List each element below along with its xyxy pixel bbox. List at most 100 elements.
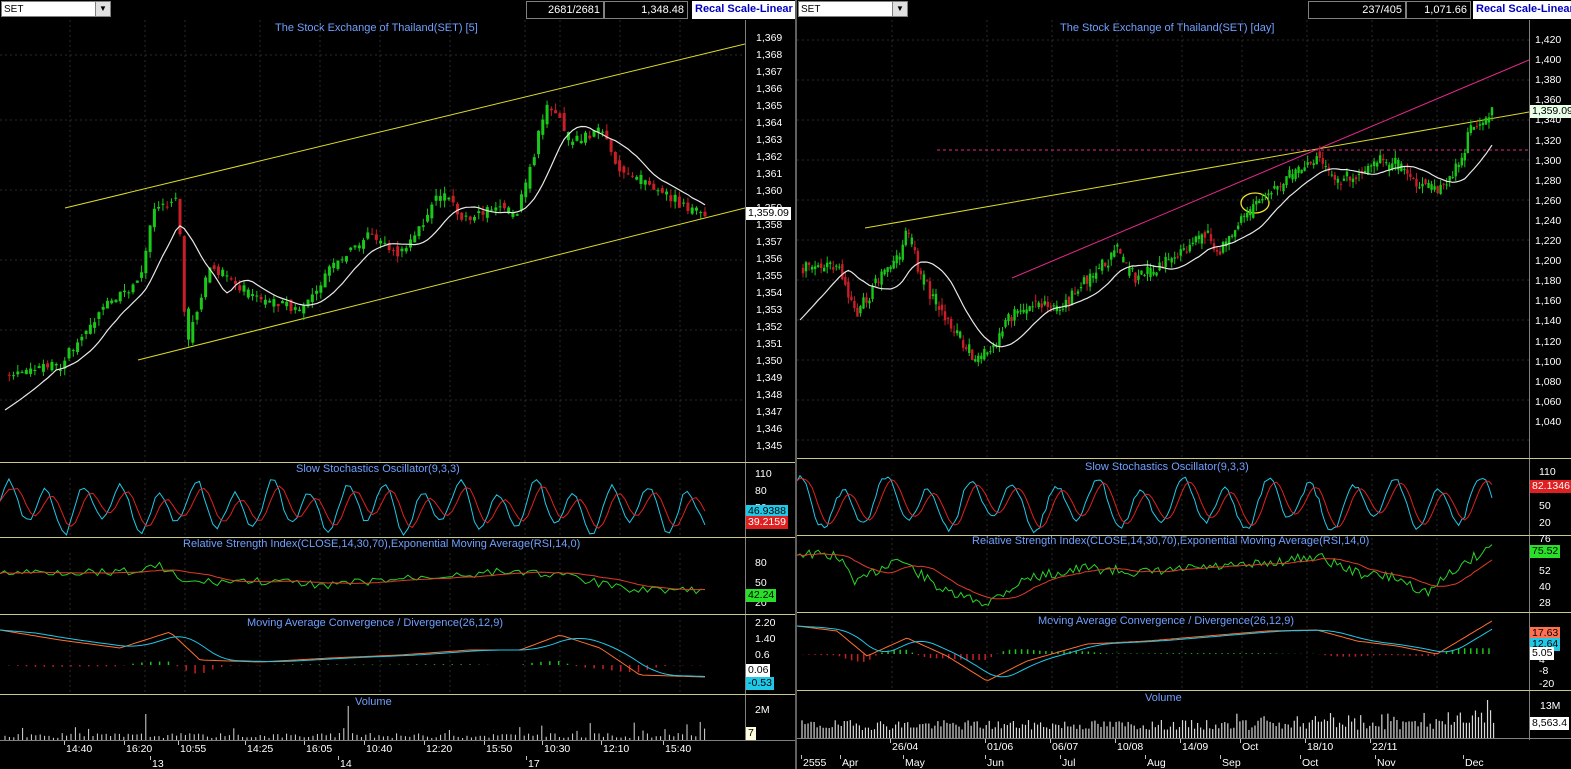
- left-price-readout: 1,348.48: [604, 1, 688, 19]
- candle-body: [400, 248, 404, 252]
- candle-body: [983, 349, 986, 360]
- candle-body: [1122, 256, 1125, 263]
- candle-body: [519, 194, 523, 211]
- candle-body: [986, 352, 989, 355]
- candle-body: [1297, 166, 1300, 173]
- candle-body: [421, 225, 425, 227]
- right-macd-pane[interactable]: [797, 616, 1529, 690]
- candle-body: [1091, 276, 1095, 278]
- left-volume-pane[interactable]: [0, 696, 745, 740]
- candle-body: [910, 237, 914, 245]
- rsi-tick-label: 80: [755, 557, 767, 569]
- candle-body: [33, 369, 37, 372]
- candle-body: [832, 267, 835, 270]
- candle-body: [1258, 200, 1261, 204]
- candle-body: [417, 226, 421, 237]
- candle-body: [980, 355, 983, 359]
- candle-body: [1191, 242, 1195, 245]
- candle-body: [850, 296, 853, 301]
- candle-body: [131, 284, 135, 293]
- candle-body: [366, 232, 370, 239]
- candle-body: [609, 138, 613, 152]
- candle-body: [1448, 176, 1451, 181]
- left-symbol-value: SET: [4, 4, 24, 15]
- candle-body: [801, 267, 805, 274]
- price-tick-label: 1,357: [756, 236, 783, 248]
- candle-body: [946, 317, 950, 319]
- candle-body: [952, 331, 956, 333]
- candle-body: [1236, 225, 1240, 230]
- candle-body: [238, 285, 242, 291]
- price-tick-label: 1,300: [1535, 154, 1562, 167]
- candle-body: [135, 280, 139, 283]
- candle-body: [1354, 177, 1358, 180]
- candle-body: [1230, 235, 1234, 237]
- candle-body: [656, 190, 660, 192]
- candle-body: [1097, 268, 1101, 270]
- candle-body: [174, 197, 178, 199]
- right-price-chart[interactable]: [797, 20, 1529, 458]
- candle-body: [660, 188, 664, 193]
- right-stochastic-pane[interactable]: [797, 474, 1529, 534]
- candle-body: [1472, 126, 1476, 130]
- price-tick-label: 1,220: [1535, 235, 1562, 247]
- stoch-d-value: 39.2159: [746, 516, 788, 529]
- price-tick-label: 1,040: [1535, 415, 1562, 428]
- left-macd-pane[interactable]: [0, 620, 745, 694]
- chevron-down-icon[interactable]: ▼: [95, 2, 110, 16]
- candle-body: [1288, 169, 1291, 178]
- left-main-title: The Stock Exchange of Thailand(SET) [5]: [275, 22, 478, 34]
- candle-body: [1306, 162, 1309, 165]
- candle-body: [1200, 234, 1204, 244]
- left-recal-scale-button[interactable]: Recal Scale-Linear: [692, 1, 795, 19]
- trendline-pink: [1011, 59, 1529, 279]
- candle-body: [293, 307, 297, 310]
- right-bar-counter: 237/405: [1308, 1, 1406, 19]
- candle-body: [974, 359, 977, 362]
- candle-body: [29, 368, 33, 374]
- candle-body: [1246, 212, 1249, 218]
- price-tick-label: 1,380: [1535, 74, 1562, 87]
- right-recal-scale-button[interactable]: Recal Scale-Linear: [1473, 1, 1571, 19]
- candle-body: [913, 247, 917, 251]
- date-label: 22/11: [1372, 741, 1398, 753]
- macd-line: [0, 629, 706, 678]
- candle-body: [1085, 275, 1089, 284]
- left-stochastic-pane[interactable]: [0, 478, 745, 536]
- macd-tick-label: 1.40: [755, 633, 776, 645]
- candle-body: [1239, 216, 1243, 223]
- candle-body: [916, 251, 920, 272]
- left-price-chart[interactable]: [0, 20, 745, 462]
- time-label: 10:40: [366, 743, 393, 755]
- right-rsi-pane[interactable]: [797, 538, 1529, 612]
- candle-body: [71, 350, 75, 352]
- candle-body: [1324, 165, 1327, 167]
- right-axis-divider: [1529, 20, 1530, 740]
- candle-body: [1382, 158, 1385, 161]
- candle-body: [829, 262, 832, 264]
- candle-body: [1173, 257, 1176, 259]
- divider: [0, 462, 795, 463]
- candle-body: [387, 243, 391, 251]
- candle-body: [853, 300, 856, 309]
- chevron-down-icon[interactable]: ▼: [892, 2, 907, 16]
- candle-body: [165, 206, 169, 208]
- left-last-price-tag: 1,359.09: [746, 207, 791, 220]
- candle-body: [874, 278, 877, 283]
- candle-body: [524, 182, 528, 198]
- right-volume-pane[interactable]: [797, 692, 1529, 738]
- candle-body: [208, 267, 212, 283]
- price-tick-label: 1,363: [756, 134, 783, 146]
- candle-body: [545, 104, 549, 125]
- candle-body: [1454, 163, 1457, 177]
- left-symbol-select[interactable]: SET ▼: [1, 1, 111, 17]
- candle-body: [1100, 259, 1104, 271]
- candle-body: [1034, 300, 1037, 302]
- right-symbol-select[interactable]: SET ▼: [798, 1, 908, 17]
- price-tick-label: 1,350: [756, 355, 783, 367]
- rsi-value: 42.24: [746, 589, 777, 602]
- candle-body: [968, 344, 971, 354]
- candle-body: [1067, 296, 1071, 305]
- left-rsi-pane[interactable]: [0, 553, 745, 613]
